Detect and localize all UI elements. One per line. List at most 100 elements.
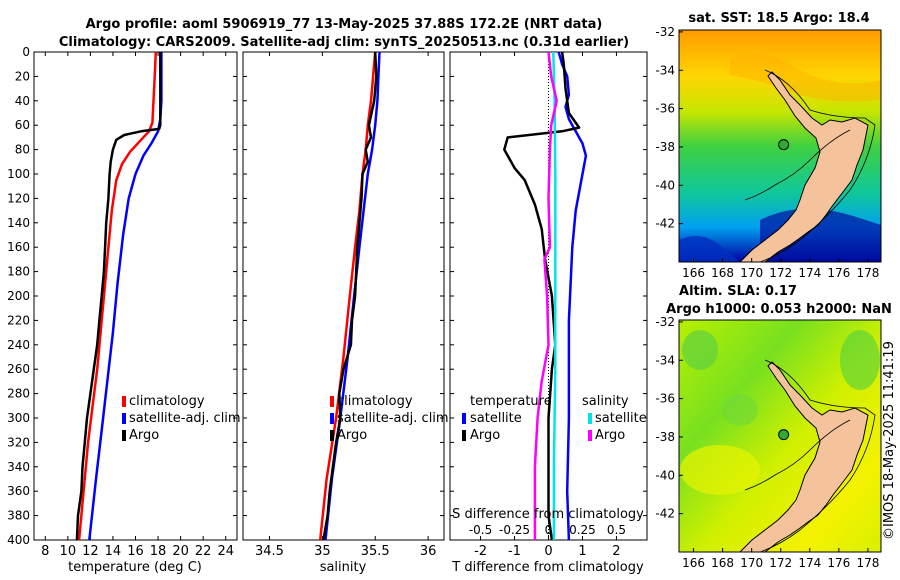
- top-tick-label: 0.5: [607, 523, 626, 537]
- y-tick-label: 280: [7, 387, 30, 401]
- legend-argo-label: Argo: [129, 428, 159, 443]
- legend-salinity-header: salinity: [582, 394, 629, 409]
- depth-axis: 0 20 40 60 80 100 120 140 160 180 200 220 240 260 280 3…: [7, 45, 237, 547]
- legend-t-argo-label: Argo: [470, 428, 500, 443]
- difference-panel: -2 -1 0 1 2 T difference from climatology S …: [449, 51, 648, 575]
- bathy-contour-2: [744, 129, 851, 201]
- y-tick-label: 80: [15, 143, 30, 157]
- y-tick-label: 60: [15, 118, 30, 132]
- y-tick-label: 100: [7, 167, 30, 181]
- lat-tick-label: -36: [655, 392, 675, 406]
- series-line-argo: [322, 52, 378, 540]
- difference-legend: temperature satellite Argo salinity sate…: [462, 394, 647, 443]
- y-tick-label: 380: [7, 509, 30, 523]
- lon-tick-label: 166: [682, 266, 705, 280]
- salinity-xlabel: salinity: [320, 560, 367, 575]
- sla-high-patch: [680, 445, 760, 495]
- legend-t-sat-label: satellite: [470, 411, 522, 426]
- lat-tick-label: -38: [655, 140, 675, 154]
- x-tick-label: 35.5: [361, 544, 390, 559]
- x-tick-label: 2: [612, 544, 620, 559]
- temperature-legend: climatology satellite-adj. clim Argo: [122, 394, 241, 443]
- sla-map-subtitle: Argo h1000: 0.053 h2000: NaN: [666, 302, 892, 317]
- sst-map: sat. SST: 18.5 Argo: 18.4 166 168 170 172 17…: [655, 11, 882, 280]
- y-tick-label: 180: [7, 265, 30, 279]
- sla-low-patch: [840, 330, 880, 390]
- y-tick-label: 200: [7, 289, 30, 303]
- y-tick-label: 40: [15, 94, 30, 108]
- x-tick-label: 22: [195, 544, 212, 559]
- sst-warm-patch: [730, 54, 881, 102]
- profile-location-marker: [778, 429, 790, 441]
- y-tick-label: 300: [7, 411, 30, 425]
- series-line-salinity-satellite: [552, 52, 557, 540]
- x-tick-label: -2: [474, 544, 487, 559]
- legend-clim-label: climatology: [129, 394, 205, 409]
- bathy-contour: [759, 69, 876, 262]
- x-tick-label: 20: [172, 544, 189, 559]
- lon-tick-label: 178: [856, 556, 879, 570]
- x-tick-label: -1: [508, 544, 521, 559]
- salinity-legend: climatology satellite-adj. clim Argo: [330, 394, 449, 443]
- top-tick-label: 0: [545, 523, 553, 537]
- lon-tick-label: 168: [711, 266, 734, 280]
- top-tick-label: -0.25: [499, 523, 530, 537]
- lon-tick-label: 170: [740, 266, 763, 280]
- legend-temperature-header: temperature: [470, 394, 552, 409]
- nz-land: [739, 71, 869, 262]
- lat-tick-label: -36: [655, 102, 675, 116]
- temperature-x-axis: 8 10 12 14 16 18 20 22 24: [41, 52, 234, 559]
- figure-title-line1: Argo profile: aoml 5906919_77 13-May-202…: [86, 17, 603, 32]
- y-tick-label: 260: [7, 362, 30, 376]
- lat-tick-label: -40: [655, 178, 675, 192]
- y-tick-label: 0: [22, 45, 30, 59]
- legend-t-sat-swatch: [462, 413, 466, 424]
- legend-sat-label: satellite-adj. clim: [129, 411, 241, 426]
- lon-tick-label: 172: [769, 266, 792, 280]
- sst-cold-patch-west: [679, 236, 740, 262]
- profile-location-marker: [778, 139, 790, 151]
- legend-argo-swatch: [122, 430, 126, 441]
- difference-top-xlabel: S difference from climatology: [452, 507, 644, 522]
- legend-s-sat-swatch: [588, 413, 592, 424]
- y-tick-label: 340: [7, 460, 30, 474]
- salinity-axes-frame: [242, 51, 445, 541]
- x-tick-label: 12: [82, 544, 99, 559]
- x-tick-label: 18: [150, 544, 167, 559]
- lat-tick-label: -32: [655, 25, 675, 39]
- legend-s-sat-label: satellite: [595, 411, 647, 426]
- lat-tick-label: -38: [655, 430, 675, 444]
- lon-tick-label: 172: [769, 556, 792, 570]
- lon-tick-label: 168: [711, 556, 734, 570]
- y-tick-label: 220: [7, 313, 30, 327]
- lat-tick-label: -42: [655, 507, 675, 521]
- legend-s-argo-swatch: [588, 430, 592, 441]
- sla-map-title: Altim. SLA: 0.17: [679, 284, 797, 299]
- series-line-climatology: [77, 52, 158, 540]
- legend-argo-swatch: [330, 430, 334, 441]
- legend-argo-label: Argo: [337, 428, 367, 443]
- top-tick-label: -0.5: [469, 523, 492, 537]
- y-tick-label: 360: [7, 484, 30, 498]
- lon-tick-label: 166: [682, 556, 705, 570]
- y-tick-label: 140: [7, 216, 30, 230]
- series-line-temperature-satellite: [557, 52, 588, 540]
- difference-x-axis: -2 -1 0 1 2: [450, 51, 647, 559]
- x-tick-label: 36: [420, 544, 437, 559]
- x-tick-label: 24: [217, 544, 234, 559]
- legend-clim-swatch: [330, 396, 334, 407]
- figure-title-line2: Climatology: CARS2009. Satellite-adj cli…: [59, 35, 629, 50]
- salinity-difference-ticks: -0.5 -0.25 0 0.25 0.5: [469, 523, 626, 537]
- x-tick-label: 10: [60, 544, 77, 559]
- y-tick-label: 240: [7, 338, 30, 352]
- y-tick-label: 320: [7, 435, 30, 449]
- x-tick-label: 1: [578, 544, 586, 559]
- x-tick-label: 14: [105, 544, 122, 559]
- sla-low-patch: [682, 330, 718, 370]
- y-tick-label: 20: [15, 69, 30, 83]
- legend-sat-swatch: [122, 413, 126, 424]
- lat-tick-label: -42: [655, 217, 675, 231]
- imos-watermark: ©IMOS 18-May-2025 11:41:19: [882, 341, 897, 540]
- sla-map-frame: [678, 319, 882, 553]
